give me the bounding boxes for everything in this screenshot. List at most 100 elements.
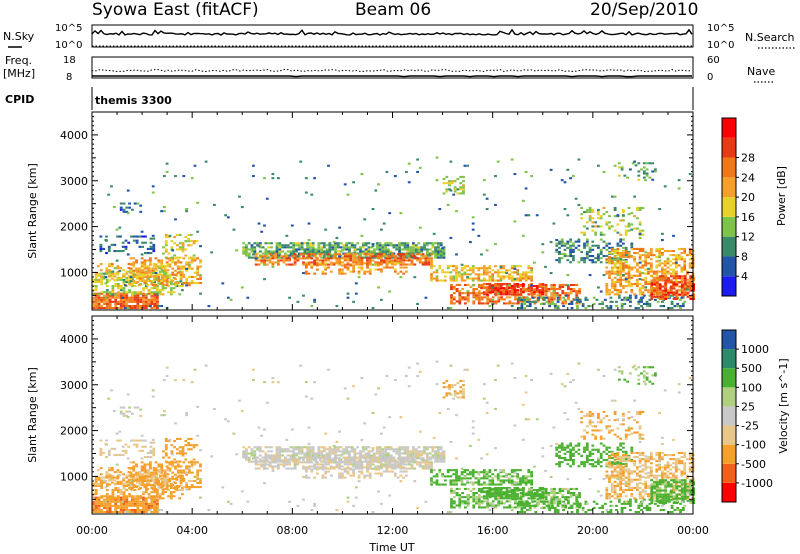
power-cell: [581, 305, 585, 308]
power-cell: [672, 272, 675, 275]
power-cell: [683, 300, 687, 303]
power-cell: [423, 242, 426, 245]
velocity-cell: [189, 448, 193, 451]
velocity-cell: [125, 500, 129, 503]
power-cell: [485, 293, 489, 296]
power-cell: [254, 255, 258, 258]
power-cell: [92, 298, 95, 301]
power-cell: [463, 164, 467, 167]
power-cell: [551, 302, 554, 305]
velocity-cell: [142, 504, 145, 507]
velocity-cell: [99, 451, 103, 454]
power-cell: [482, 293, 486, 296]
power-cell: [417, 242, 421, 245]
power-cell: [260, 255, 264, 258]
power-cell: [608, 225, 611, 228]
power-cell: [348, 250, 351, 253]
power-cell: [374, 262, 378, 265]
velocity-cell: [199, 486, 202, 489]
power-cell: [384, 242, 387, 245]
power-cell: [332, 253, 336, 256]
velocity-cell: [105, 482, 109, 485]
power-cell: [562, 305, 565, 308]
power-cell: [179, 280, 183, 283]
power-cell: [524, 279, 528, 282]
power-cell: [650, 281, 654, 284]
power-cell: [627, 213, 631, 216]
power-cell: [437, 246, 440, 249]
power-cell: [181, 248, 185, 251]
power-cell: [683, 264, 687, 267]
power-cell: [318, 259, 322, 262]
power-cell: [371, 255, 375, 258]
power-cell: [619, 254, 623, 257]
velocity-cell: [154, 467, 158, 470]
power-cell: [391, 253, 394, 256]
power-cell: [274, 255, 277, 258]
velocity-cell: [250, 448, 254, 451]
power-cell: [161, 275, 164, 278]
velocity-cell: [170, 460, 174, 463]
velocity-cell: [175, 484, 179, 487]
velocity-cell: [281, 448, 284, 451]
velocity-cell: [176, 486, 180, 489]
power-cell: [417, 248, 421, 251]
power-cell: [418, 253, 422, 256]
power-cell: [636, 278, 639, 281]
power-cell: [622, 264, 625, 267]
power-cell: [622, 285, 625, 288]
power-colorbar-cell: [722, 236, 736, 257]
velocity-cell: [271, 465, 275, 468]
power-cell: [630, 289, 634, 292]
power-cell: [580, 217, 584, 220]
velocity-cell: [346, 459, 350, 462]
power-cell: [521, 277, 525, 280]
velocity-cell: [388, 461, 392, 464]
power-cell: [150, 283, 154, 286]
velocity-cell: [370, 450, 373, 453]
velocity-cell: [271, 467, 275, 470]
velocity-cell: [196, 477, 200, 480]
power-cell: [161, 287, 165, 290]
velocity-cell: [309, 454, 312, 457]
power-cell: [672, 291, 676, 294]
power-cell: [94, 278, 98, 281]
power-cell: [670, 300, 674, 303]
velocity-cell: [182, 479, 186, 482]
power-cell: [178, 293, 182, 296]
velocity-cell: [111, 511, 115, 514]
power-cell: [314, 250, 318, 253]
velocity-cell: [156, 498, 159, 501]
power-cell: [100, 291, 104, 294]
power-cell: [265, 197, 269, 200]
velocity-cell: [100, 482, 104, 485]
velocity-cell: [168, 461, 172, 464]
velocity-cell: [193, 475, 197, 478]
velocity-cell: [150, 500, 154, 503]
velocity-cell: [119, 412, 123, 415]
power-cell: [630, 246, 634, 249]
power-cell: [597, 225, 600, 228]
power-cell: [605, 287, 609, 290]
power-cell: [359, 248, 362, 251]
velocity-cell: [149, 451, 153, 454]
power-cell: [686, 285, 690, 288]
velocity-cell: [388, 463, 392, 466]
power-cell: [455, 277, 458, 280]
power-cell: [616, 259, 620, 262]
velocity-cell: [133, 500, 137, 503]
velocity-cell: [377, 461, 380, 464]
power-cell: [384, 244, 387, 247]
velocity-cell: [292, 456, 296, 459]
velocity-cell: [418, 465, 422, 468]
power-cell: [630, 242, 634, 245]
power-cell: [513, 279, 517, 282]
power-cell: [399, 253, 403, 256]
power-cell: [585, 252, 589, 255]
power-cell: [311, 254, 315, 257]
power-cell: [449, 307, 453, 310]
power-cell: [385, 259, 389, 262]
power-cell: [678, 289, 682, 292]
velocity-cell: [99, 473, 103, 476]
power-cell: [122, 280, 126, 283]
